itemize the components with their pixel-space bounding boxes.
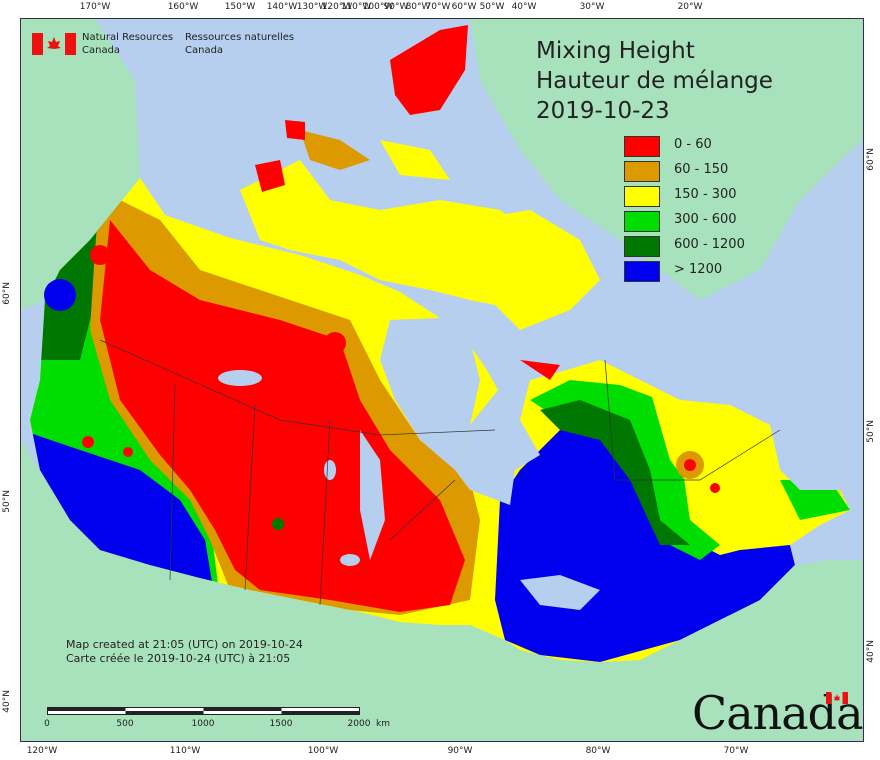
scale-unit: km <box>376 719 390 729</box>
lon-label-top: 150°W <box>224 2 256 12</box>
map-credit: Map created at 21:05 (UTC) on 2019-10-24… <box>66 638 303 666</box>
lon-label-bottom: 120°W <box>26 746 58 756</box>
lon-label-bottom: 110°W <box>169 746 201 756</box>
scale-label: 500 <box>116 719 134 729</box>
lon-label-top: 60°W <box>451 2 477 12</box>
legend-label: 150 - 300 <box>674 187 737 202</box>
ellesmere-red <box>390 25 468 115</box>
wordmark-flag-icon <box>826 692 848 704</box>
legend-label: 600 - 1200 <box>674 237 745 252</box>
agency-en-line1: Natural Resources <box>82 32 174 43</box>
legend-swatch <box>624 261 660 282</box>
agency-en-line2: Canada <box>82 45 121 56</box>
lon-label-bottom: 100°W <box>307 746 339 756</box>
legend-swatch <box>624 186 660 207</box>
lon-label-top: 80°W <box>405 2 431 12</box>
legend-swatch <box>624 161 660 182</box>
lon-label-top: 50°W <box>479 2 505 12</box>
agency-fr-line1: Ressources naturelles <box>185 32 295 43</box>
scale-label: 0 <box>44 719 50 729</box>
title-english: Mixing Height <box>536 38 695 64</box>
lon-label-top: 90°W <box>383 2 409 12</box>
title-date: 2019-10-23 <box>536 98 670 124</box>
greenland-landmass <box>470 19 862 300</box>
legend-label: 60 - 150 <box>674 162 729 177</box>
lon-label-top: 100°W <box>362 2 394 12</box>
map-title: Mixing Height Hauteur de mélange 2019-10… <box>536 36 773 126</box>
lon-label-top: 30°W <box>579 2 605 12</box>
lon-label-top: 170°W <box>79 2 111 12</box>
legend-label: > 1200 <box>674 262 723 277</box>
lon-label-bottom: 80°W <box>585 746 611 756</box>
usa-landmass <box>21 440 862 740</box>
legend-label: 300 - 600 <box>674 212 737 227</box>
lon-label-top: 70°W <box>425 2 451 12</box>
legend-label: 0 - 60 <box>674 137 712 152</box>
lon-label-top: 130°W <box>296 2 328 12</box>
canada-flag-icon <box>32 33 76 55</box>
lon-label-top: 40°W <box>511 2 537 12</box>
credit-english: Map created at 21:05 (UTC) on 2019-10-24 <box>66 638 303 651</box>
credit-french: Carte créée le 2019-10-24 (UTC) à 21:05 <box>66 652 291 665</box>
legend-swatch <box>624 211 660 232</box>
lon-label-top: 140°W <box>266 2 298 12</box>
lon-label-top: 120°W <box>321 2 353 12</box>
lon-label-bottom: 90°W <box>447 746 473 756</box>
baffin-island <box>460 210 600 330</box>
alaska-landmass <box>21 19 140 310</box>
scale-label: 1500 <box>269 719 293 729</box>
lon-label-bottom: 70°W <box>723 746 749 756</box>
scale-bar-graphic <box>47 707 360 715</box>
scale-label: 1000 <box>191 719 215 729</box>
wordmark-text: Canada <box>692 686 864 740</box>
scale-label: 2000 <box>347 719 371 729</box>
lon-label-top: 20°W <box>677 2 703 12</box>
legend-swatch <box>624 236 660 257</box>
lon-label-top: 160°W <box>167 2 199 12</box>
canada-wordmark: Canada <box>692 686 864 740</box>
agency-fr-line2: Canada <box>185 45 224 56</box>
title-french: Hauteur de mélange <box>536 68 773 94</box>
lon-label-top: 110°W <box>340 2 372 12</box>
legend-swatch <box>624 136 660 157</box>
